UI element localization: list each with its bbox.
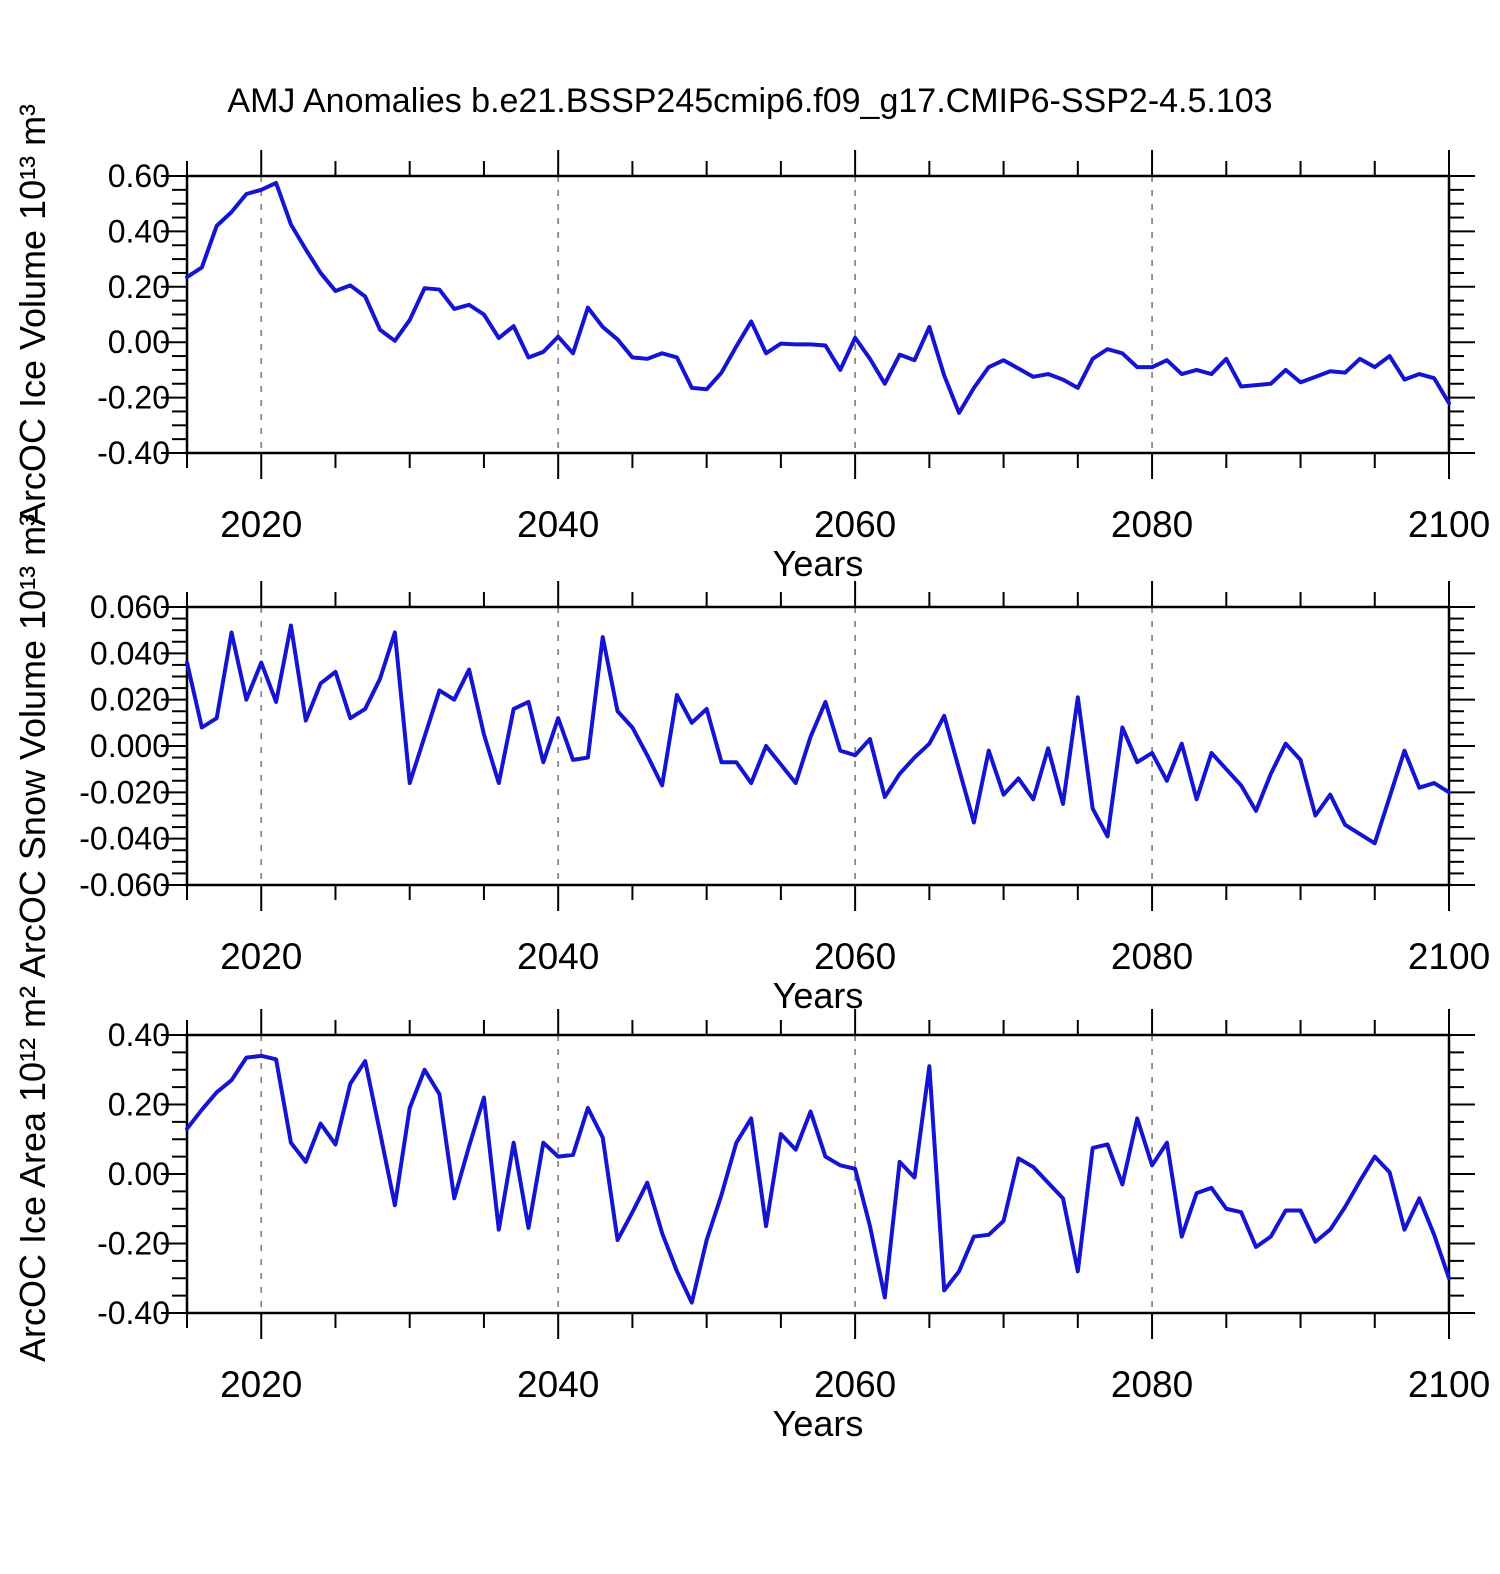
y-tick-label: 0.060	[90, 589, 170, 625]
x-axis-title-years-1: Years	[772, 543, 864, 584]
x-tick-label: 2080	[1111, 936, 1193, 977]
y-tick-label: 0.000	[90, 728, 170, 764]
y-tick-label: 0.040	[90, 635, 170, 671]
y-tick-label: -0.40	[97, 1295, 170, 1331]
x-tick-label: 2060	[814, 504, 896, 545]
x-axis-title-years-3: Years	[772, 1403, 864, 1444]
x-tick-label: 2020	[220, 1364, 302, 1405]
y-tick-label: 0.40	[108, 213, 170, 249]
y-tick-label: -0.40	[97, 435, 170, 471]
ice-area-panel: 2020 2040 2060 2080 2100 0.40 0.20 0.00 -0.20 -0.…	[97, 1009, 1490, 1405]
x-tick-label: 2060	[814, 1364, 896, 1405]
y-tick-label: 0.20	[108, 1087, 170, 1123]
snow-volume-line	[185, 623, 1451, 846]
y-tick-label: -0.040	[79, 821, 170, 857]
y-tick-label: 0.020	[90, 682, 170, 718]
x-tick-label: 2100	[1408, 936, 1490, 977]
ice-volume-line	[185, 180, 1451, 415]
x-tick-label: 2020	[220, 504, 302, 545]
x-tick-label: 2060	[814, 936, 896, 977]
x-tick-label: 2080	[1111, 1364, 1193, 1405]
x-axis-title-years-2: Years	[772, 975, 864, 1016]
x-tick-label: 2040	[517, 1364, 599, 1405]
panel-frame	[185, 605, 1451, 887]
x-tick-label: 2040	[517, 504, 599, 545]
panel-frame	[185, 1033, 1451, 1315]
y-tick-label: -0.060	[79, 867, 170, 903]
ice-area-line	[185, 1053, 1451, 1305]
y-tick-label: 0.00	[108, 1156, 170, 1192]
chart-canvas: AMJ Anomalies b.e21.BSSP245cmip6.f09_g17…	[12, 82, 1490, 1444]
y-tick-label: -0.020	[79, 774, 170, 810]
x-tick-label: 2020	[220, 936, 302, 977]
y-tick-label: 0.20	[108, 269, 170, 305]
snow-volume-panel: 2020 2040 2060 2080 2100 0.060 0.040 0.020 0.000…	[79, 581, 1490, 977]
y-tick-label: 0.60	[108, 158, 170, 194]
x-tick-label: 2080	[1111, 504, 1193, 545]
ice-volume-panel: 2020 2040 2060 2080 2100 0.60 0.40 0.20 0.00 -0.2…	[97, 150, 1490, 545]
y-tick-label: -0.20	[97, 1226, 170, 1262]
panel-frame	[185, 174, 1451, 455]
x-tick-label: 2040	[517, 936, 599, 977]
y-tick-label: 0.00	[108, 324, 170, 360]
chart-title: AMJ Anomalies b.e21.BSSP245cmip6.f09_g17…	[227, 82, 1273, 120]
y-tick-label: 0.40	[108, 1017, 170, 1053]
x-tick-label: 2100	[1408, 1364, 1490, 1405]
y-tick-label: -0.20	[97, 380, 170, 416]
x-tick-label: 2100	[1408, 504, 1490, 545]
anomaly-time-series-plot: 2020 2040 2060 2080 2100 0.60 0.40 0.20 0.00 -0.2…	[79, 150, 1490, 1405]
